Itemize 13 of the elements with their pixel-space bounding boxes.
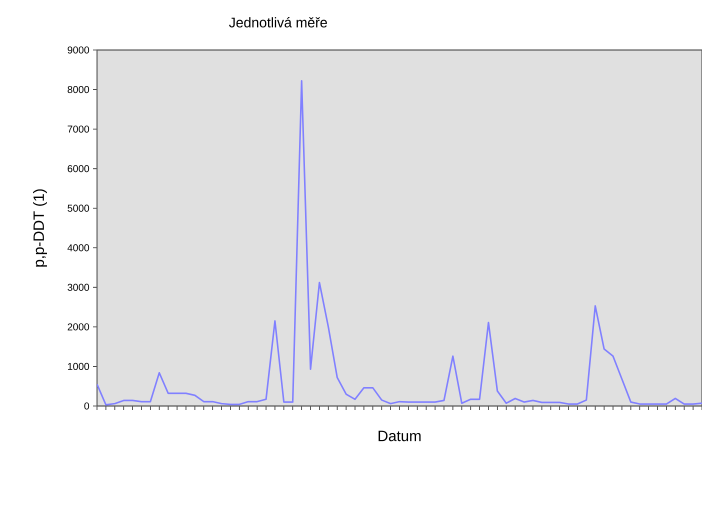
x-axis-title: Datum [378, 430, 421, 442]
y-tick-label: 7000 [68, 126, 90, 133]
y-tick-label: 8000 [68, 86, 90, 94]
y-axis-title: p,p-DDT (1) [33, 189, 47, 267]
y-tick-label: 5000 [68, 204, 90, 212]
y-tick-label: 3000 [68, 284, 90, 291]
y-tick-label: 2000 [68, 323, 90, 330]
y-tick-label: 1000 [68, 362, 90, 370]
y-tick-label: 6000 [68, 165, 90, 172]
y-tick-label: 9000 [68, 46, 90, 54]
y-tick-label: 0 [84, 402, 90, 410]
y-tick-label: 4000 [67, 244, 90, 252]
chart-title: Jednotlivá měře [229, 17, 327, 28]
